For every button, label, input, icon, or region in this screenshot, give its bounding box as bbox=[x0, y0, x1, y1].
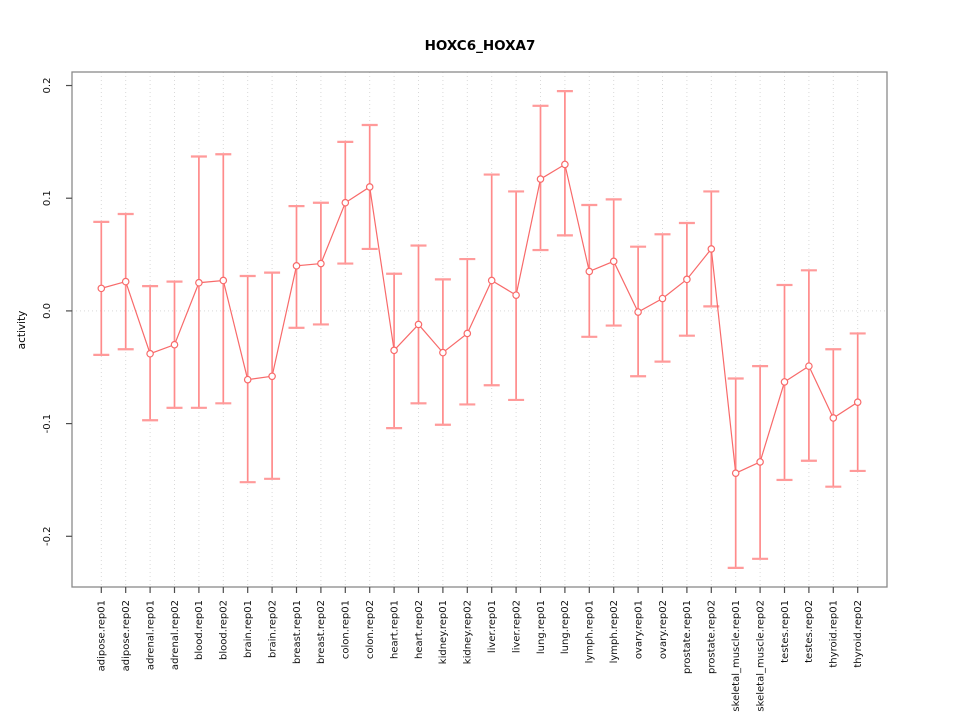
data-point bbox=[414, 320, 423, 329]
x-tick-label: adrenal.rep01 bbox=[145, 600, 156, 670]
series-lines bbox=[101, 163, 859, 475]
x-tick-label: colon.rep02 bbox=[365, 600, 376, 659]
data-point bbox=[146, 349, 154, 358]
x-tick-label: blood.rep01 bbox=[194, 600, 205, 660]
data-point bbox=[609, 257, 618, 266]
data-point bbox=[219, 276, 228, 285]
data-points bbox=[97, 160, 862, 477]
x-tick-label: breast.rep02 bbox=[316, 600, 327, 664]
data-point bbox=[634, 308, 642, 316]
data-point bbox=[536, 175, 545, 183]
data-point bbox=[780, 378, 789, 386]
data-point bbox=[97, 284, 106, 293]
data-point bbox=[170, 340, 179, 349]
x-tick-label: testes.rep02 bbox=[804, 600, 815, 663]
data-point bbox=[829, 414, 838, 422]
x-tick-label: thyroid.rep02 bbox=[853, 600, 864, 668]
x-tick-label: ovary.rep01 bbox=[633, 600, 644, 659]
data-point bbox=[561, 160, 569, 169]
x-tick-label: kidney.rep02 bbox=[463, 600, 474, 664]
data-point bbox=[390, 346, 398, 355]
x-tick-label: prostate.rep01 bbox=[682, 600, 693, 674]
x-tick-label: lymph.rep01 bbox=[585, 600, 596, 663]
data-point bbox=[805, 362, 813, 370]
x-tick-label: prostate.rep02 bbox=[707, 600, 718, 674]
x-tick-label: liver.rep02 bbox=[511, 600, 522, 653]
data-point bbox=[463, 329, 472, 338]
x-tick-label: blood.rep02 bbox=[219, 600, 230, 660]
x-tick-label: brain.rep01 bbox=[243, 600, 254, 658]
y-tick-label: 0.2 bbox=[42, 78, 53, 94]
grid-lines bbox=[72, 72, 887, 587]
plot-border bbox=[71, 71, 888, 588]
x-tick-label: lung.rep02 bbox=[560, 600, 571, 654]
x-tick-label: colon.rep01 bbox=[341, 600, 352, 659]
x-tick-label: skeletal_muscle.rep01 bbox=[731, 600, 742, 712]
x-tick-label: adipose.rep01 bbox=[97, 600, 108, 671]
data-point bbox=[365, 183, 374, 191]
x-tick-label: liver.rep01 bbox=[487, 600, 498, 653]
error-bars bbox=[93, 90, 866, 569]
data-point bbox=[707, 245, 716, 253]
chart-title: HOXC6_HOXA7 bbox=[424, 38, 536, 54]
x-axis: adipose.rep01 adipose.rep02 adrenal.rep01 a… bbox=[97, 587, 864, 712]
data-point bbox=[121, 277, 130, 286]
x-tick-label: adrenal.rep02 bbox=[170, 600, 181, 670]
data-point bbox=[195, 278, 203, 287]
series-line bbox=[101, 163, 859, 475]
data-point bbox=[439, 348, 447, 357]
y-tick-label: -0.2 bbox=[42, 527, 53, 547]
data-point bbox=[292, 262, 301, 270]
data-point bbox=[585, 267, 594, 276]
x-tick-label: ovary.rep02 bbox=[658, 600, 669, 659]
data-point bbox=[317, 259, 325, 268]
x-tick-label: thyroid.rep01 bbox=[829, 600, 840, 668]
x-tick-label: breast.rep01 bbox=[292, 600, 303, 664]
x-tick-label: brain.rep02 bbox=[267, 600, 278, 658]
data-point bbox=[683, 275, 691, 284]
x-tick-label: adipose.rep02 bbox=[121, 600, 132, 671]
y-axis-label: activity bbox=[16, 310, 28, 350]
x-tick-label: lung.rep01 bbox=[536, 600, 547, 654]
x-tick-label: testes.rep01 bbox=[780, 600, 791, 663]
y-tick-label: 0.0 bbox=[42, 303, 53, 319]
x-tick-label: heart.rep01 bbox=[389, 600, 400, 659]
data-point bbox=[731, 469, 740, 477]
y-tick-label: -0.1 bbox=[42, 414, 53, 434]
data-point bbox=[512, 291, 520, 299]
data-point bbox=[268, 372, 276, 381]
x-tick-label: skeletal_muscle.rep02 bbox=[755, 600, 766, 712]
data-point bbox=[853, 398, 862, 406]
data-point bbox=[658, 294, 667, 303]
data-point bbox=[487, 276, 496, 285]
x-tick-label: lymph.rep02 bbox=[609, 600, 620, 663]
x-tick-label: heart.rep02 bbox=[414, 600, 425, 659]
data-point bbox=[341, 198, 350, 207]
y-axis: 0.2 0.1 0.0 -0.1 -0.2 bbox=[42, 78, 72, 546]
data-point bbox=[243, 375, 252, 384]
data-point bbox=[756, 458, 764, 466]
y-tick-label: 0.1 bbox=[42, 190, 53, 206]
x-tick-label: kidney.rep01 bbox=[438, 600, 449, 664]
